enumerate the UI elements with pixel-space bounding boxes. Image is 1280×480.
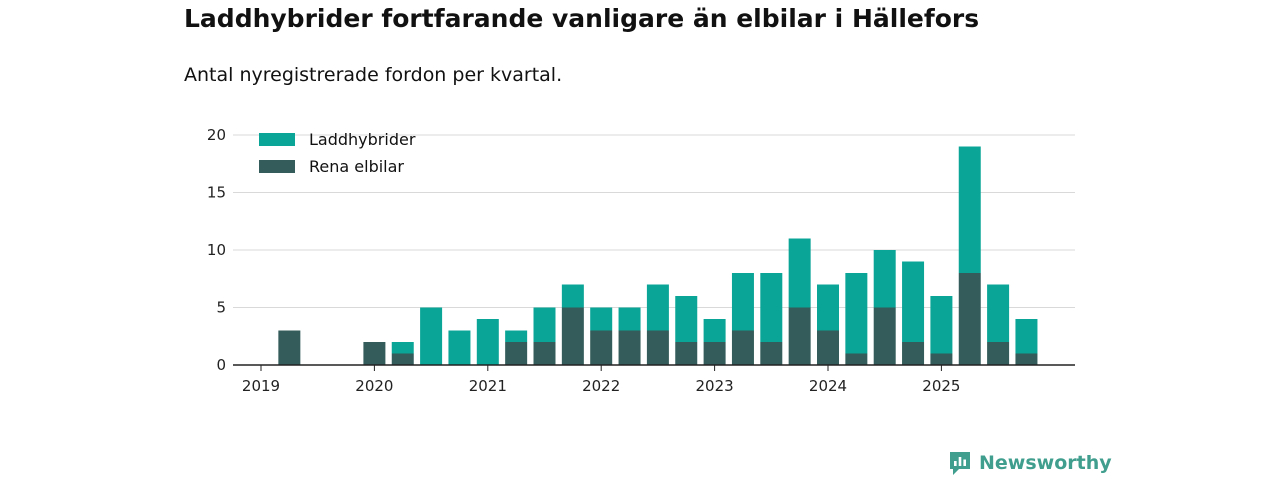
bar-rena-elbilar xyxy=(731,330,754,365)
bar-rena-elbilar xyxy=(618,330,641,365)
x-tick-label: 2019 xyxy=(242,377,280,395)
bar-rena-elbilar xyxy=(873,307,896,365)
bar-rena-elbilar xyxy=(505,342,528,365)
bar-rena-elbilar xyxy=(788,307,811,365)
x-tick-label: 2022 xyxy=(582,377,620,395)
y-tick-label: 20 xyxy=(207,126,226,144)
bar-rena-elbilar xyxy=(363,342,386,365)
y-tick-label: 5 xyxy=(216,299,226,317)
bar-laddhybrider xyxy=(817,284,839,331)
bar-rena-elbilar xyxy=(278,330,301,365)
bar-rena-elbilar xyxy=(845,353,868,365)
brand-name: Newsworthy xyxy=(979,452,1112,474)
bar-laddhybrider xyxy=(987,284,1010,342)
legend: Laddhybrider Rena elbilar xyxy=(259,130,416,176)
bar-laddhybrider xyxy=(675,296,698,342)
bar-rena-elbilar xyxy=(703,342,726,365)
bar-rena-elbilar xyxy=(533,342,556,365)
bar-laddhybrider xyxy=(760,273,783,342)
x-tick-label: 2020 xyxy=(355,377,393,395)
bar-laddhybrider xyxy=(448,330,471,365)
bar-rena-elbilar xyxy=(561,307,584,365)
bar-laddhybrider xyxy=(420,307,443,365)
newsworthy-logo-icon xyxy=(950,452,970,475)
bar-laddhybrider xyxy=(618,307,641,331)
bar-rena-elbilar xyxy=(987,342,1010,365)
bar-laddhybrider xyxy=(561,284,584,308)
y-tick-label: 15 xyxy=(207,184,226,202)
y-tick-label: 0 xyxy=(216,356,226,374)
bar-rena-elbilar xyxy=(391,353,414,365)
bar-laddhybrider xyxy=(873,250,896,308)
bar-rena-elbilar xyxy=(958,273,981,365)
bar-laddhybrider xyxy=(902,261,925,342)
x-tick-label: 2023 xyxy=(696,377,734,395)
x-tick-label: 2025 xyxy=(922,377,960,395)
bar-laddhybrider xyxy=(731,273,754,331)
bar-laddhybrider xyxy=(703,319,726,342)
bar-laddhybrider xyxy=(788,238,811,308)
bar-laddhybrider xyxy=(533,307,556,342)
bar-laddhybrider xyxy=(1015,319,1038,354)
bar-laddhybrider xyxy=(646,284,669,331)
bar-rena-elbilar xyxy=(760,342,783,365)
y-tick-label: 10 xyxy=(207,241,226,259)
x-tick-label: 2024 xyxy=(809,377,847,395)
legend-item-laddhybrider-swatch xyxy=(259,133,295,146)
legend-item-rena-elbilar-swatch xyxy=(259,160,295,173)
bar-laddhybrider xyxy=(590,307,613,331)
bar-laddhybrider xyxy=(958,146,981,273)
bar-laddhybrider xyxy=(476,319,499,365)
legend-item-rena-elbilar-label: Rena elbilar xyxy=(309,157,404,176)
axes: 0 5 10 15 20 2019 2020 2021 2022 2023 2024 2025 xyxy=(207,126,1075,395)
chart-subtitle: Antal nyregistrerade fordon per kvartal. xyxy=(184,64,563,86)
stacked-bar-chart: 0 5 10 15 20 2019 2020 2021 2022 2023 2024 2025 Lad… xyxy=(207,126,1075,395)
bar-laddhybrider xyxy=(930,296,953,354)
bar-rena-elbilar xyxy=(902,342,925,365)
newsworthy-logo: Newsworthy xyxy=(948,450,1112,476)
bar-rena-elbilar xyxy=(1015,353,1038,365)
bars xyxy=(278,146,1038,365)
legend-item-laddhybrider-label: Laddhybrider xyxy=(309,130,416,149)
bar-laddhybrider xyxy=(505,330,528,342)
bar-rena-elbilar xyxy=(930,353,953,365)
bar-rena-elbilar xyxy=(675,342,698,365)
bar-rena-elbilar xyxy=(590,330,613,365)
x-tick-label: 2021 xyxy=(469,377,507,395)
bar-laddhybrider xyxy=(391,342,414,354)
chart-title: Laddhybrider fortfarande vanligare än el… xyxy=(184,4,980,33)
bar-rena-elbilar xyxy=(646,330,669,365)
bar-rena-elbilar xyxy=(817,330,839,365)
bar-laddhybrider xyxy=(845,273,868,354)
